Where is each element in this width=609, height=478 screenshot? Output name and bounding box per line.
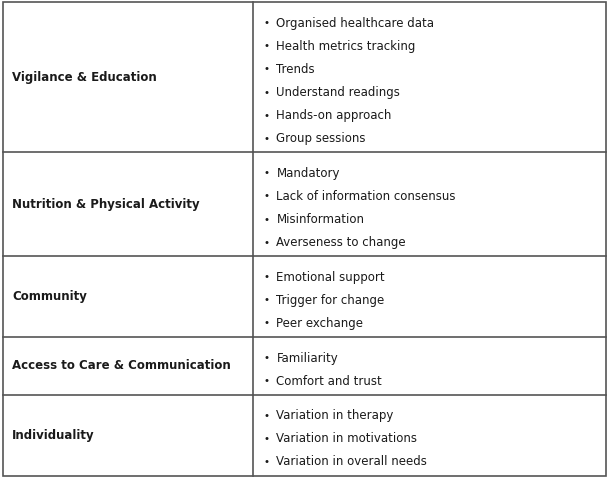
- Text: Understand readings: Understand readings: [276, 86, 400, 99]
- Text: Misinformation: Misinformation: [276, 213, 364, 226]
- Text: •: •: [264, 318, 270, 328]
- Text: Familiarity: Familiarity: [276, 352, 338, 365]
- Text: •: •: [264, 110, 270, 120]
- Text: Variation in overall needs: Variation in overall needs: [276, 456, 428, 468]
- Text: Health metrics tracking: Health metrics tracking: [276, 40, 416, 53]
- Text: •: •: [264, 18, 270, 28]
- Text: Mandatory: Mandatory: [276, 167, 340, 180]
- Text: •: •: [264, 295, 270, 305]
- Text: Variation in motivations: Variation in motivations: [276, 433, 417, 445]
- Text: •: •: [264, 65, 270, 75]
- Text: Hands-on approach: Hands-on approach: [276, 109, 392, 122]
- Text: Access to Care & Communication: Access to Care & Communication: [12, 359, 231, 372]
- Text: •: •: [264, 457, 270, 467]
- Text: •: •: [264, 376, 270, 386]
- Text: Community: Community: [12, 290, 87, 303]
- Text: Organised healthcare data: Organised healthcare data: [276, 17, 434, 30]
- Text: Individuality: Individuality: [12, 429, 95, 442]
- Text: Trigger for change: Trigger for change: [276, 294, 385, 307]
- Text: •: •: [264, 192, 270, 202]
- Text: •: •: [264, 272, 270, 282]
- Text: •: •: [264, 87, 270, 98]
- Text: •: •: [264, 434, 270, 444]
- Text: •: •: [264, 238, 270, 248]
- Text: Comfort and trust: Comfort and trust: [276, 375, 382, 388]
- Text: Variation in therapy: Variation in therapy: [276, 410, 394, 423]
- Text: •: •: [264, 42, 270, 52]
- Text: Peer exchange: Peer exchange: [276, 317, 364, 330]
- Text: Group sessions: Group sessions: [276, 132, 366, 145]
- Text: •: •: [264, 353, 270, 363]
- Text: •: •: [264, 168, 270, 178]
- Text: •: •: [264, 134, 270, 143]
- Text: Nutrition & Physical Activity: Nutrition & Physical Activity: [12, 198, 200, 211]
- Text: •: •: [264, 215, 270, 225]
- Text: •: •: [264, 411, 270, 421]
- Text: Emotional support: Emotional support: [276, 271, 385, 284]
- Text: Vigilance & Education: Vigilance & Education: [12, 71, 157, 84]
- Text: Trends: Trends: [276, 63, 315, 76]
- Text: Averseness to change: Averseness to change: [276, 236, 406, 249]
- Text: Lack of information consensus: Lack of information consensus: [276, 190, 456, 203]
